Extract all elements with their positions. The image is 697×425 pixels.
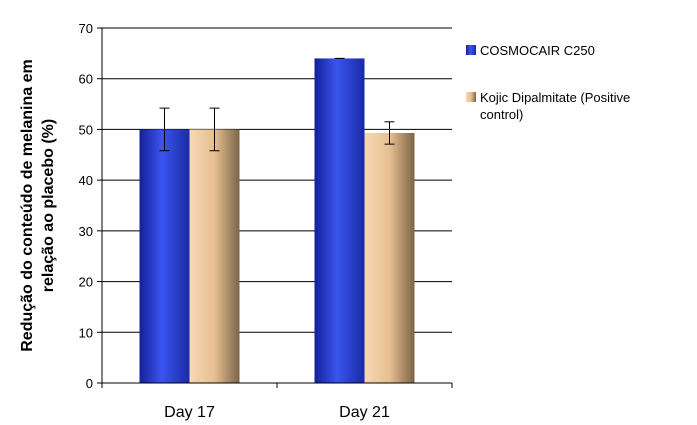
y-axis-label: Redução do conteúdo de melanina em relaçã… (19, 59, 57, 352)
axes (97, 27, 453, 388)
y-tick-label: 60 (79, 72, 93, 87)
y-tick-label: 20 (79, 275, 93, 290)
y-axis-label-line: Redução do conteúdo de melanina em (19, 59, 36, 352)
y-tick-label: 30 (79, 224, 93, 239)
bars (139, 58, 415, 384)
legend-label: Kojic Dipalmitate (Positive (480, 90, 630, 105)
y-tick-label: 40 (79, 173, 93, 188)
bar-kojic-day-17 (189, 129, 240, 383)
y-tick-label: 50 (79, 122, 93, 137)
legend-label: COSMOCAIR C250 (480, 43, 595, 58)
y-tick-label: 0 (86, 376, 93, 391)
bar-cosmocair-day-17 (139, 129, 190, 383)
legend-swatch (466, 45, 476, 55)
bar-kojic-day-21 (364, 132, 415, 383)
y-tick-label: 10 (79, 325, 93, 340)
bar-cosmocair-day-21 (314, 58, 365, 384)
x-category-label: Day 21 (339, 404, 390, 421)
y-tick-labels: 0 10 20 30 40 50 60 70 (79, 21, 93, 391)
y-axis-label-line: relação ao placebo (%) (40, 119, 57, 292)
legend: COSMOCAIR C250 Kojic Dipalmitate (Positiv… (466, 43, 630, 122)
error-bars (159, 57, 395, 152)
legend-swatch (466, 92, 476, 102)
x-category-labels: Day 17 Day 21 (164, 404, 390, 421)
x-category-label: Day 17 (164, 404, 215, 421)
legend-label: control) (480, 107, 523, 122)
y-tick-label: 70 (79, 21, 93, 36)
